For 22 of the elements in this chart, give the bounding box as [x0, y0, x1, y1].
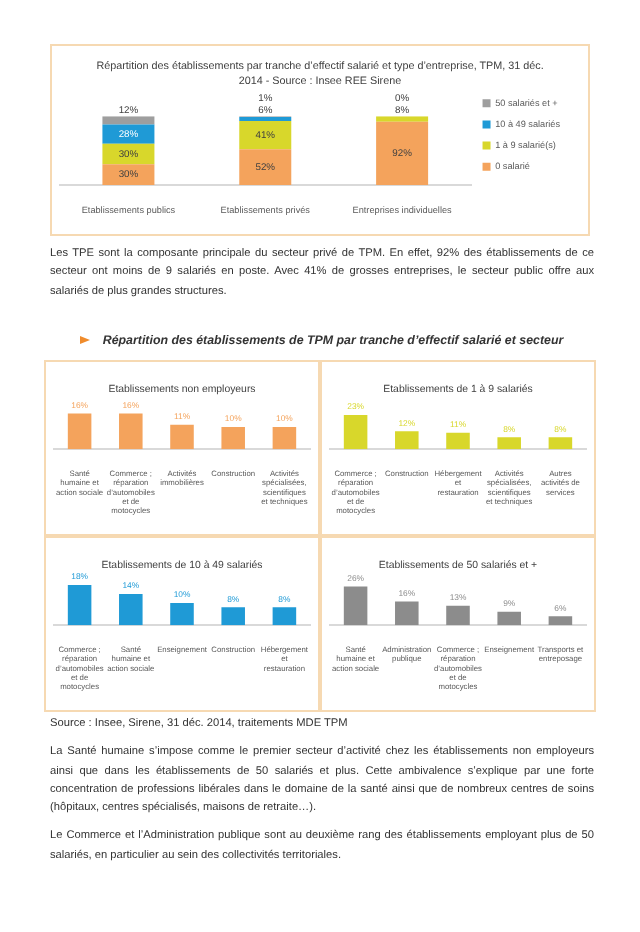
bar: [446, 432, 470, 450]
bar: [239, 121, 292, 150]
bar: [395, 431, 419, 450]
bar: [343, 414, 368, 450]
bar: [376, 121, 429, 185]
bar: [497, 437, 521, 450]
bar: [119, 593, 143, 626]
bar: [548, 437, 573, 450]
bar: [446, 605, 470, 626]
bar: [239, 116, 292, 122]
bar: [239, 149, 292, 185]
bar: [221, 607, 245, 626]
bar: [102, 124, 155, 144]
bar: [395, 601, 419, 626]
bar: [67, 585, 92, 626]
bar: [102, 164, 155, 185]
bar: [497, 611, 521, 626]
bar: [170, 602, 194, 626]
bar: [376, 116, 429, 122]
bar: [272, 607, 297, 626]
bar: [548, 616, 573, 626]
bar: [343, 586, 368, 626]
